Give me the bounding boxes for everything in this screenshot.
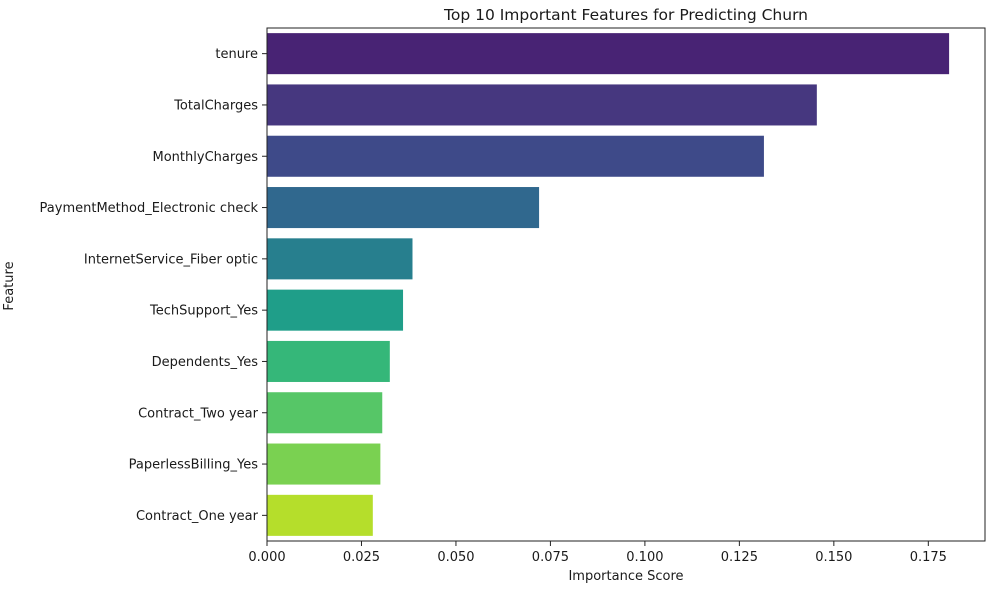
y-tick-label: Dependents_Yes bbox=[152, 355, 259, 370]
y-tick-label: MonthlyCharges bbox=[153, 150, 259, 165]
bar-internetservice-fiber-optic bbox=[267, 238, 413, 280]
bar-totalcharges bbox=[267, 84, 817, 126]
y-tick-label: tenure bbox=[215, 47, 258, 62]
bar-monthlycharges bbox=[267, 135, 764, 177]
x-tick-layer: 0.000 0.025 0.050 0.075 0.100 0.125 0.150 0.175 bbox=[248, 541, 947, 565]
y-axis-label: Feature bbox=[2, 261, 17, 310]
bar-paperlessbilling-yes bbox=[267, 443, 381, 485]
y-tick-label: TotalCharges bbox=[173, 98, 258, 113]
bar-tenure bbox=[267, 33, 950, 75]
y-tick-label: PaperlessBilling_Yes bbox=[129, 458, 259, 473]
y-tick-layer: tenure TotalCharges MonthlyCharges PaymentM… bbox=[40, 47, 267, 524]
x-tick-label: 0.175 bbox=[910, 550, 947, 565]
bar-contract-one-year bbox=[267, 494, 373, 536]
x-tick-label: 0.000 bbox=[248, 550, 285, 565]
x-tick-label: 0.125 bbox=[721, 550, 758, 565]
x-tick-label: 0.075 bbox=[532, 550, 569, 565]
bar-dependents-yes bbox=[267, 340, 390, 382]
bar-paymentmethod-electronic-check bbox=[267, 187, 540, 229]
y-tick-label: PaymentMethod_Electronic check bbox=[40, 201, 259, 216]
bars-layer bbox=[267, 33, 950, 536]
x-tick-label: 0.150 bbox=[815, 550, 852, 565]
bar-techsupport-yes bbox=[267, 289, 404, 331]
bar-contract-two-year bbox=[267, 392, 383, 434]
y-tick-label: Contract_One year bbox=[136, 509, 259, 524]
y-tick-label: TechSupport_Yes bbox=[149, 304, 258, 319]
chart-title: Top 10 Important Features for Predicting… bbox=[443, 6, 808, 24]
x-tick-label: 0.050 bbox=[437, 550, 474, 565]
x-tick-label: 0.100 bbox=[626, 550, 663, 565]
x-tick-label: 0.025 bbox=[343, 550, 380, 565]
x-axis-label: Importance Score bbox=[568, 569, 683, 584]
y-tick-label: InternetService_Fiber optic bbox=[84, 252, 258, 267]
y-tick-label: Contract_Two year bbox=[138, 406, 259, 421]
plot-frame bbox=[266, 27, 986, 542]
